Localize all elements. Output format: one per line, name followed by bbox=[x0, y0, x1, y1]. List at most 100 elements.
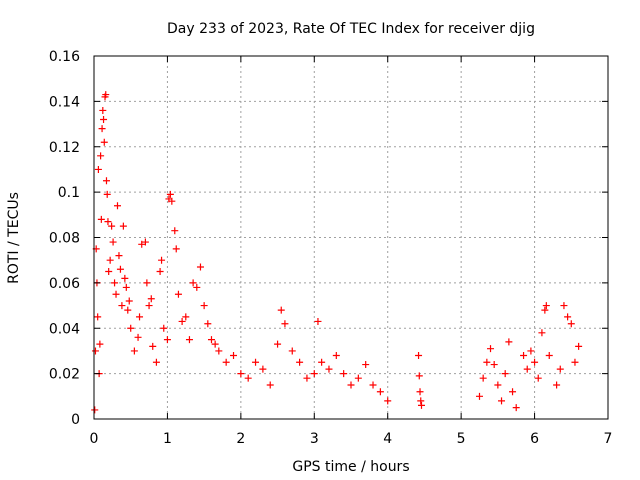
data-point bbox=[332, 351, 340, 359]
data-point bbox=[102, 91, 110, 99]
data-point bbox=[545, 351, 553, 359]
data-point bbox=[237, 370, 245, 378]
data-point bbox=[244, 374, 252, 382]
data-point bbox=[113, 202, 121, 210]
data-points bbox=[91, 91, 583, 414]
data-point bbox=[171, 227, 179, 235]
data-point bbox=[494, 381, 502, 389]
data-point bbox=[571, 358, 579, 366]
data-point bbox=[130, 347, 138, 355]
y-tick-label: 0.12 bbox=[49, 140, 80, 156]
data-point bbox=[567, 320, 575, 328]
data-point bbox=[479, 374, 487, 382]
data-point bbox=[520, 351, 528, 359]
data-point bbox=[168, 197, 176, 205]
x-tick-label: 0 bbox=[90, 431, 99, 447]
data-point bbox=[415, 372, 423, 380]
data-point bbox=[416, 388, 424, 396]
data-point bbox=[134, 333, 142, 341]
data-point bbox=[99, 106, 107, 114]
y-tick-label: 0.02 bbox=[49, 367, 80, 383]
data-point bbox=[104, 218, 112, 226]
data-point bbox=[281, 320, 289, 328]
data-point bbox=[138, 240, 146, 248]
data-point bbox=[193, 283, 201, 291]
data-point bbox=[415, 351, 423, 359]
data-point bbox=[505, 338, 513, 346]
data-point bbox=[318, 358, 326, 366]
data-point bbox=[94, 165, 102, 173]
data-point bbox=[112, 290, 120, 298]
data-point bbox=[115, 252, 123, 260]
data-point bbox=[94, 313, 102, 321]
data-point bbox=[553, 381, 561, 389]
data-point bbox=[534, 374, 542, 382]
data-point bbox=[498, 397, 506, 405]
data-point bbox=[541, 306, 549, 314]
data-point bbox=[200, 302, 208, 310]
data-point bbox=[476, 392, 483, 400]
x-tick-label: 5 bbox=[457, 431, 466, 447]
data-point bbox=[125, 297, 133, 305]
data-point bbox=[564, 313, 572, 321]
data-point bbox=[384, 397, 392, 405]
data-point bbox=[296, 358, 304, 366]
x-tick-label: 3 bbox=[310, 431, 319, 447]
data-point bbox=[509, 388, 517, 396]
data-point bbox=[145, 302, 153, 310]
data-point bbox=[147, 295, 155, 303]
data-point bbox=[103, 190, 111, 198]
data-point bbox=[490, 361, 498, 369]
data-point bbox=[118, 302, 126, 310]
data-point bbox=[310, 370, 318, 378]
data-point bbox=[230, 351, 238, 359]
data-point bbox=[362, 361, 370, 369]
axis-ticks bbox=[93, 55, 609, 420]
data-point bbox=[531, 358, 539, 366]
data-point bbox=[182, 313, 190, 321]
data-point bbox=[166, 190, 174, 198]
y-tick-labels: 0 0.02 0.04 0.06 0.08 0.1 0.12 0.14 0.16 bbox=[49, 49, 80, 428]
x-tick-label: 4 bbox=[383, 431, 392, 447]
data-point bbox=[277, 306, 285, 314]
data-point bbox=[102, 177, 110, 185]
data-point bbox=[127, 324, 135, 332]
data-point bbox=[354, 374, 362, 382]
x-tick-label: 6 bbox=[530, 431, 539, 447]
data-point bbox=[100, 138, 108, 146]
data-point bbox=[207, 336, 215, 344]
data-point bbox=[116, 265, 124, 273]
data-point bbox=[109, 238, 117, 246]
data-point bbox=[274, 340, 282, 348]
data-point bbox=[222, 358, 230, 366]
data-point bbox=[106, 256, 114, 264]
data-point bbox=[158, 256, 166, 264]
data-point bbox=[105, 268, 113, 276]
y-tick-label: 0 bbox=[71, 412, 80, 428]
data-point bbox=[325, 365, 333, 373]
y-tick-label: 0.06 bbox=[49, 276, 80, 292]
data-point bbox=[108, 222, 116, 230]
data-point bbox=[160, 324, 168, 332]
data-point bbox=[141, 238, 149, 246]
data-point bbox=[97, 152, 105, 160]
y-tick-label: 0.1 bbox=[58, 185, 80, 201]
grid-lines bbox=[94, 56, 608, 419]
data-point bbox=[172, 245, 180, 253]
data-point bbox=[314, 317, 322, 325]
data-point bbox=[417, 397, 425, 405]
data-point bbox=[143, 279, 151, 287]
data-point bbox=[303, 374, 311, 382]
data-point bbox=[100, 116, 108, 124]
data-point bbox=[156, 268, 164, 276]
y-tick-label: 0.04 bbox=[49, 321, 80, 337]
data-point bbox=[152, 358, 160, 366]
data-point bbox=[174, 290, 182, 298]
data-point bbox=[376, 388, 384, 396]
y-tick-label: 0.08 bbox=[49, 231, 80, 247]
x-tick-labels: 0 1 2 3 4 5 6 7 bbox=[90, 431, 613, 447]
data-point bbox=[121, 274, 129, 282]
data-point bbox=[288, 347, 296, 355]
data-point bbox=[211, 340, 219, 348]
